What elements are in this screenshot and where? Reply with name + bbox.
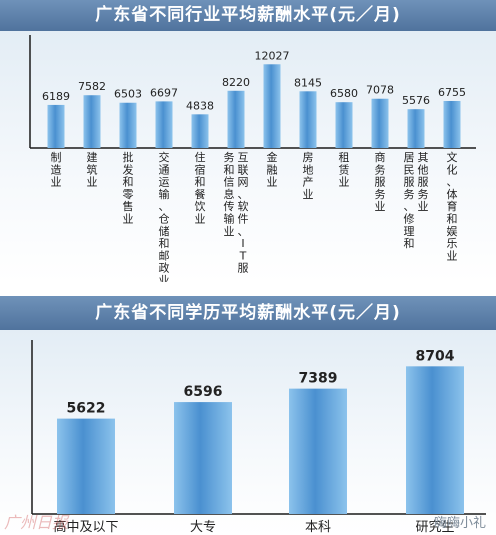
industry-value-label: 4838 — [186, 99, 214, 112]
education-category-label: 研究生 — [415, 520, 454, 535]
industry-value-label: 12027 — [255, 49, 290, 62]
industry-category-label: 交通运输、仓储和邮政业 — [159, 150, 170, 282]
education-category-label: 本科 — [305, 520, 331, 535]
education-bar — [406, 366, 464, 514]
education-chart-panel: 广东省不同学历平均薪酬水平(元／月) 5622 高中及以下 6596 大专 7389 本科… — [0, 296, 496, 535]
industry-bar — [191, 114, 209, 148]
industry-bar — [155, 101, 173, 148]
industry-category-label: 住宿和餐饮业 — [195, 150, 206, 226]
industry-category-label: 其他服务业 — [418, 151, 429, 213]
education-bar — [57, 418, 115, 514]
industry-bar — [83, 95, 101, 148]
watermark-text: 嗨嗨小礼 — [433, 516, 486, 531]
industry-bar — [263, 64, 281, 148]
industry-category-label: 居民服务、修理和 — [404, 151, 415, 250]
industry-value-label: 8145 — [294, 76, 322, 89]
industry-value-label: 6697 — [150, 86, 178, 99]
education-value-label: 5622 — [67, 401, 106, 417]
industry-category-label: 商务服务业 — [375, 150, 386, 213]
industry-bar — [299, 91, 317, 148]
industry-value-label: 6580 — [330, 87, 358, 100]
industry-bar — [407, 109, 425, 148]
industry-value-label: 8220 — [222, 76, 250, 89]
education-value-label: 8704 — [416, 348, 455, 364]
industry-bar — [47, 104, 65, 148]
industry-category-label: 批发和零售业 — [123, 150, 134, 226]
education-value-label: 6596 — [184, 384, 223, 400]
industry-category-label: 制造业 — [51, 151, 62, 189]
industry-category-label: 建筑业 — [87, 150, 98, 189]
industry-category-label: 互联网、软件、 I T 服 — [238, 151, 249, 275]
education-chart-title: 广东省不同学历平均薪酬水平(元／月) — [0, 296, 496, 330]
industry-value-label: 7078 — [366, 84, 394, 97]
education-plot-area: 5622 高中及以下 6596 大专 7389 本科 8704 研究生 广州日报 嗨嗨小礼 — [0, 330, 496, 535]
industry-bar — [443, 100, 461, 148]
education-category-label: 高中及以下 — [53, 519, 118, 535]
industry-value-label: 6189 — [42, 90, 70, 103]
industry-bar — [335, 102, 353, 148]
education-bar — [174, 402, 232, 514]
education-bar-chart: 5622 高中及以下 6596 大专 7389 本科 8704 研究生 — [31, 340, 486, 535]
industry-value-label: 7582 — [78, 80, 106, 93]
industry-bar — [227, 90, 245, 148]
industry-value-label: 6503 — [114, 88, 142, 101]
industry-value-label: 6755 — [438, 86, 466, 99]
industry-chart-title: 广东省不同行业平均薪酬水平(元／月) — [0, 0, 496, 31]
industry-category-label: 租赁业 — [339, 151, 350, 189]
industry-category-label: 务和信息传输业 — [224, 151, 235, 238]
industry-category-label: 金融业 — [267, 150, 278, 189]
industry-plot-area: 6189 制造业 7582 建筑业 6503 批发和零售业 6697 交通运输、仓储和邮政业 4… — [0, 31, 496, 282]
industry-chart-panel: 广东省不同行业平均薪酬水平(元／月) 6189 制造业 7582 建筑业 6503 批发和… — [0, 0, 496, 282]
industry-bar-chart: 6189 制造业 7582 建筑业 6503 批发和零售业 6697 交通运输、仓储和邮政业 4… — [29, 35, 476, 282]
education-bar — [289, 388, 347, 514]
education-value-label: 7389 — [299, 371, 338, 387]
industry-bar — [119, 102, 137, 148]
source-logo: 广州日报 — [4, 513, 69, 532]
industry-category-label: 房地产业 — [303, 151, 314, 201]
education-category-label: 大专 — [190, 520, 216, 535]
industry-bar — [371, 98, 389, 148]
industry-value-label: 5576 — [402, 94, 430, 107]
industry-category-label: 文化、体育和娱乐业 — [447, 150, 458, 262]
